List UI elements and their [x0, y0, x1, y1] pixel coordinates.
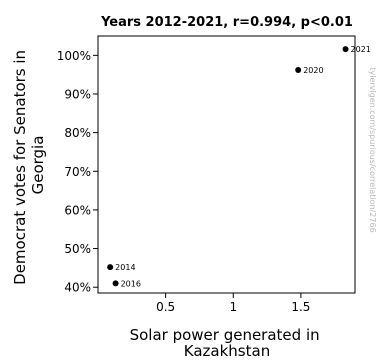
y-axis-label-line-1: Democrat votes for Senators in [11, 50, 29, 285]
y-tick-label: 40% [64, 281, 91, 295]
y-tick-label: 80% [64, 126, 91, 140]
data-point-label-2020: 2020 [303, 66, 323, 75]
y-tick-label: 90% [64, 87, 91, 101]
y-tick-label: 100% [57, 49, 91, 63]
y-axis: 40% 50% 60% 70% 80% 90% 100% [57, 49, 98, 295]
x-tick-label: 0.5 [156, 300, 175, 314]
x-axis: 0.5 1 1.5 [156, 293, 310, 314]
data-point-2014 [107, 264, 114, 271]
x-axis-label-line-1: Solar power generated in [130, 326, 320, 344]
chart-title: Years 2012-2021, r=0.994, p<0.01 [100, 15, 353, 30]
watermark: tylervigen.com/spurious/correlation/2766 [368, 67, 376, 232]
x-tick-label: 1 [229, 300, 237, 314]
y-tick-label: 60% [64, 203, 91, 217]
x-axis-label-line-2: Kazakhstan [184, 342, 270, 360]
data-point-2020 [295, 67, 302, 74]
plot-area [97, 35, 356, 294]
y-tick-label: 50% [64, 242, 91, 256]
y-axis-label-line-2: Georgia [29, 136, 47, 195]
y-tick-label: 70% [64, 165, 91, 179]
data-points: 2014 2016 2020 2021 [107, 45, 371, 288]
data-point-2016 [112, 280, 119, 287]
data-point-label-2014: 2014 [115, 263, 135, 272]
x-tick-label: 1.5 [291, 300, 310, 314]
data-point-label-2016: 2016 [121, 279, 141, 288]
data-point-label-2021: 2021 [351, 45, 371, 54]
y-axis-label: Democrat votes for Senators in Georgia [11, 45, 47, 285]
x-axis-label: Solar power generated in Kazakhstan [130, 326, 325, 360]
data-point-2021 [342, 46, 349, 53]
